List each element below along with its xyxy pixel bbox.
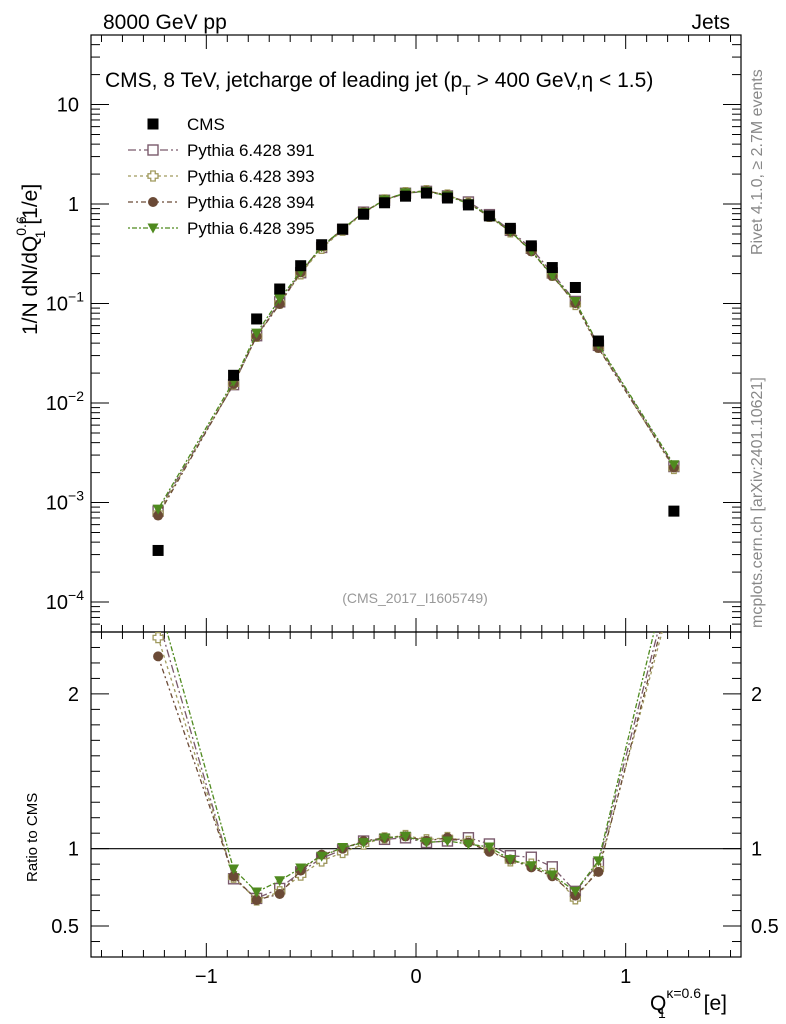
- header-left: 8000 GeV pp: [103, 11, 227, 34]
- data-point-cms: [379, 197, 391, 209]
- data-point-pythia-6-428-394: [153, 510, 164, 521]
- ratio-point-pythia-6-428-395: [379, 833, 391, 844]
- x-tick-label: 0: [410, 966, 421, 988]
- data-point-cms: [152, 544, 164, 556]
- legend-label-pythia-6-428-394: Pythia 6.428 394: [187, 193, 315, 212]
- data-point-cms: [569, 281, 581, 293]
- ratio-tick-label-left: 2: [68, 684, 79, 706]
- data-point-cms: [251, 313, 263, 325]
- rivet-label: Rivet 4.1.0, ≥ 2.7M events: [749, 69, 766, 255]
- ratio-point-pythia-6-428-395: [441, 836, 453, 847]
- data-point-cms: [295, 260, 307, 272]
- plot-title: CMS, 8 TeV, jetcharge of leading jet (pT…: [105, 69, 653, 98]
- data-point-cms: [462, 199, 474, 211]
- ratio-point-pythia-6-428-395: [400, 831, 412, 842]
- ratio-point-pythia-6-428-395: [483, 842, 495, 853]
- ratio-point-pythia-6-428-395: [569, 886, 581, 897]
- ratio-point-pythia-6-428-395: [228, 864, 240, 875]
- data-point-pythia-6-428-395: [546, 271, 558, 282]
- ratio-point-pythia-6-428-395: [274, 876, 286, 887]
- ratio-point-pythia-6-428-395: [462, 839, 474, 850]
- ratio-point-pythia-6-428-394: [153, 651, 164, 662]
- y-axis-label: 1/N dN/dQ0.6 1 [1/e]: [13, 184, 48, 335]
- legend: CMS Pythia 6.428 391 Pythia 6.428 393 Pythi…: [128, 115, 315, 238]
- data-point-pythia-6-428-395: [251, 328, 263, 339]
- source-label: mcplots.cern.ch [arXiv:2401.10621]: [749, 377, 766, 628]
- data-point-cms: [358, 208, 370, 220]
- data-point-pythia-6-428-395: [569, 296, 581, 307]
- legend-marker-pythia-6-428-391: [147, 144, 159, 156]
- ratio-point-pythia-6-428-395: [295, 863, 307, 874]
- ratio-point-pythia-6-428-395: [420, 837, 432, 848]
- ratio-tick-label-right: 0.5: [751, 916, 779, 938]
- ratio-tick-label-left: 1: [68, 839, 79, 861]
- ratio-panel-data: [91, 631, 741, 906]
- data-point-cms: [274, 283, 286, 295]
- ratio-tick-label-right: 1: [751, 839, 762, 861]
- x-axis-label: Qκ=0.6 1 [e]: [650, 985, 727, 1021]
- legend-label-cms: CMS: [187, 115, 225, 134]
- ratio-point-pythia-6-428-395: [358, 838, 370, 849]
- ratio-point-pythia-6-428-394: [593, 866, 604, 877]
- ratio-line-pythia-6-428-394: [157, 632, 661, 901]
- data-point-cms: [668, 505, 680, 517]
- header-right: Jets: [691, 11, 730, 34]
- data-point-cms: [400, 190, 412, 202]
- data-point-cms: [592, 335, 604, 347]
- legend-marker-pythia-6-428-393: [147, 170, 159, 182]
- x-tick-label: 1: [620, 966, 631, 988]
- ratio-point-pythia-6-428-393: [152, 631, 164, 644]
- ratio-point-pythia-6-428-394: [274, 888, 285, 899]
- ratio-point-pythia-6-428-395: [546, 870, 558, 881]
- ratio-axis-label: Ratio to CMS: [24, 793, 41, 882]
- ratio-point-pythia-6-428-394: [228, 871, 239, 882]
- x-tick-label: −1: [195, 966, 218, 988]
- ratio-tick-label-left: 0.5: [51, 916, 79, 938]
- legend-label-pythia-6-428-393: Pythia 6.428 393: [187, 167, 315, 186]
- analysis-id: (CMS_2017_I1605749): [342, 590, 488, 606]
- data-point-cms: [504, 222, 516, 234]
- ratio-point-pythia-6-428-395: [337, 843, 349, 854]
- data-point-cms: [337, 223, 349, 235]
- ratio-point-pythia-6-428-395: [316, 851, 328, 862]
- data-point-cms: [316, 239, 328, 251]
- data-point-pythia-6-428-395: [152, 504, 164, 515]
- ratio-tick-label-right: 2: [751, 684, 762, 706]
- series-line-pythia-6-428-394: [157, 190, 675, 516]
- legend-marker-pythia-6-428-395: [147, 223, 159, 234]
- data-point-cms: [483, 210, 495, 222]
- data-point-pythia-6-428-395: [668, 460, 680, 471]
- ratio-point-pythia-6-428-395: [592, 856, 604, 867]
- ratio-point-pythia-6-428-395: [504, 855, 516, 866]
- axis-ticks: −1 0 1 10 1 10−1 10−2 10−3 10−4 0.5 0.5 1 1 2 2: [46, 34, 779, 988]
- data-point-cms: [546, 262, 558, 274]
- y-tick-label: 10−2: [46, 388, 84, 415]
- data-point-pythia-6-428-395: [274, 294, 286, 305]
- legend-marker-pythia-6-428-394: [148, 197, 158, 207]
- ratio-point-pythia-6-428-395: [251, 887, 263, 898]
- ratio-point-pythia-6-428-395: [525, 861, 537, 872]
- data-point-cms: [441, 192, 453, 204]
- data-point-cms: [525, 240, 537, 252]
- y-tick-label: 1: [68, 194, 79, 216]
- data-point-cms: [228, 369, 240, 381]
- data-point-cms: [420, 187, 432, 199]
- y-tick-label: 10−1: [46, 289, 84, 316]
- legend-label-pythia-6-428-395: Pythia 6.428 395: [187, 219, 315, 238]
- legend-marker-cms: [147, 118, 159, 130]
- ratio-point-pythia-6-428-394: [251, 894, 262, 905]
- ratio-panel-frame: [90, 631, 742, 958]
- y-tick-label: 10: [57, 95, 79, 117]
- y-tick-label: 10−3: [46, 488, 84, 515]
- legend-label-pythia-6-428-391: Pythia 6.428 391: [187, 141, 315, 160]
- y-tick-label: 10−4: [46, 587, 84, 614]
- main-panel-data: [152, 184, 680, 556]
